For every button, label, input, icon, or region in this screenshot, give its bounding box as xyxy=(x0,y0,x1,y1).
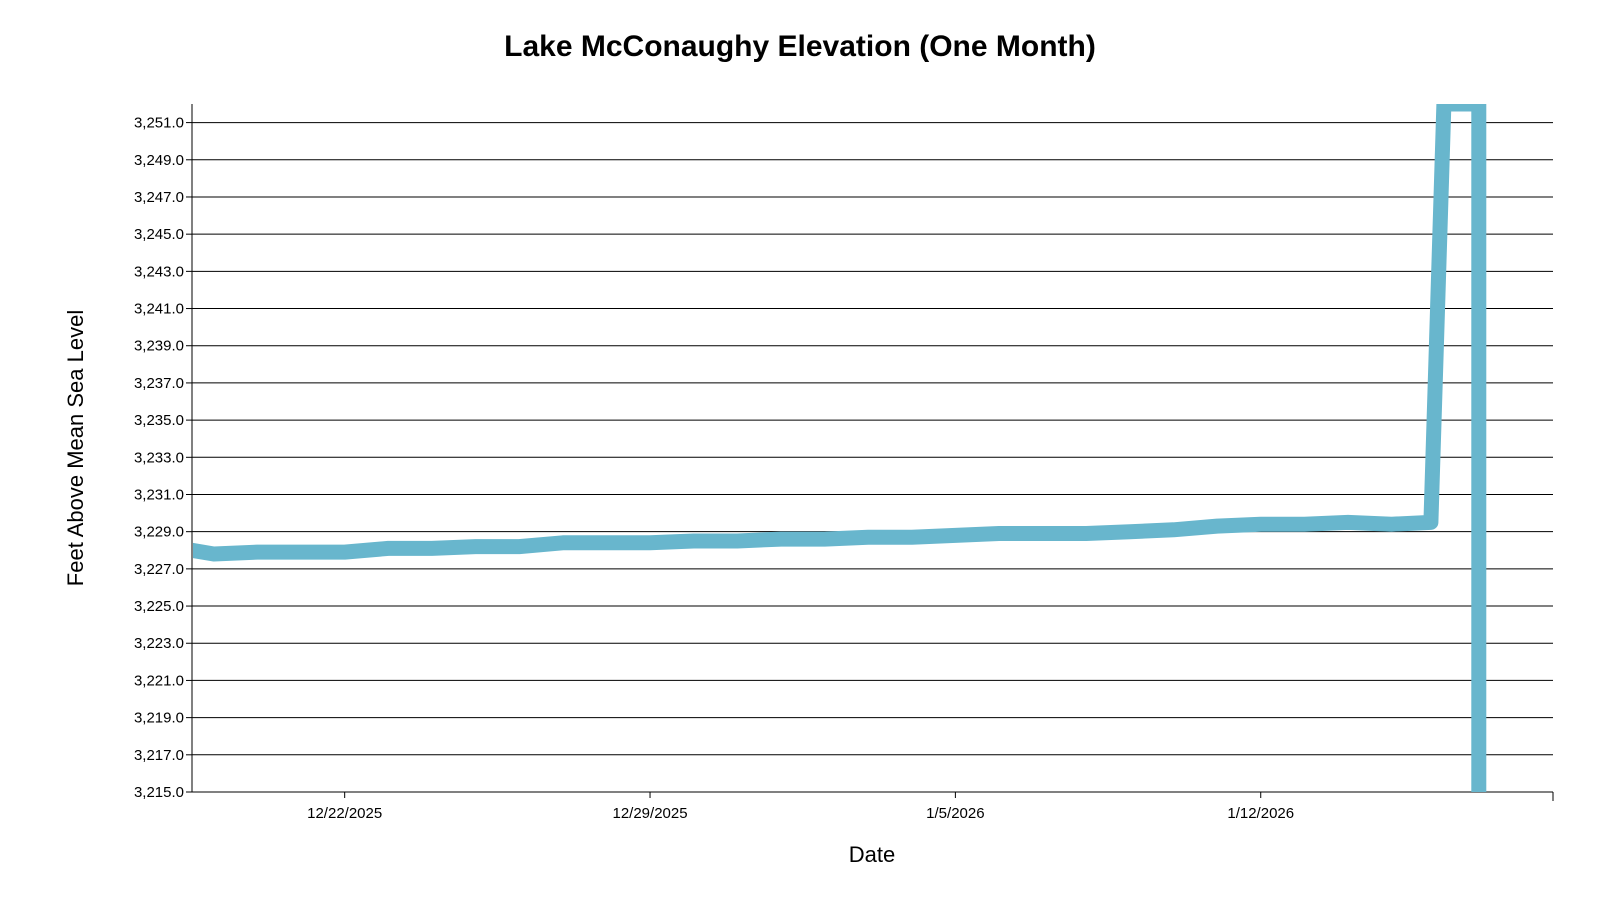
y-tick-label: 3,221.0 xyxy=(134,672,184,689)
y-tick-label: 3,217.0 xyxy=(134,747,184,764)
x-tick-label: 1/12/2026 xyxy=(1227,805,1294,822)
x-tick-label: 1/5/2026 xyxy=(926,805,984,822)
y-tick-label: 3,223.0 xyxy=(134,635,184,652)
y-axis: 3,215.0 3,217.0 3,219.0 3,221.0 3,223.0 3,225… xyxy=(134,104,193,801)
chart-title: Lake McConaughy Elevation (One Month) xyxy=(504,30,1096,63)
x-tick-label: 12/29/2025 xyxy=(612,805,687,822)
y-tick-label: 3,225.0 xyxy=(134,598,184,615)
y-tick-label: 3,229.0 xyxy=(134,524,184,541)
y-tick-label: 3,245.0 xyxy=(134,226,184,243)
y-tick-label: 3,235.0 xyxy=(134,412,184,429)
y-tick-label: 3,219.0 xyxy=(134,710,184,727)
y-tick-label: 3,227.0 xyxy=(134,561,184,578)
y-tick-label: 3,239.0 xyxy=(134,338,184,355)
grid xyxy=(192,122,1553,793)
y-tick-label: 3,247.0 xyxy=(134,189,184,206)
y-tick-label: 3,243.0 xyxy=(134,263,184,280)
y-tick-label: 3,215.0 xyxy=(134,784,184,801)
y-tick-label: 3,251.0 xyxy=(134,115,184,132)
y-axis-title: Feet Above Mean Sea Level xyxy=(63,310,88,586)
y-tick-label: 3,233.0 xyxy=(134,449,184,466)
x-axis-title: Date xyxy=(849,842,895,867)
series-line-elevation xyxy=(193,104,1487,792)
y-tick-label: 3,231.0 xyxy=(134,486,184,503)
y-tick-label: 3,249.0 xyxy=(134,152,184,169)
x-tick-label: 12/22/2025 xyxy=(307,805,382,822)
y-tick-label: 3,237.0 xyxy=(134,375,184,392)
series xyxy=(193,104,1487,792)
y-tick-label: 3,241.0 xyxy=(134,301,184,318)
x-axis: 12/22/2025 12/29/2025 1/5/2026 1/12/2026 xyxy=(192,791,1554,822)
